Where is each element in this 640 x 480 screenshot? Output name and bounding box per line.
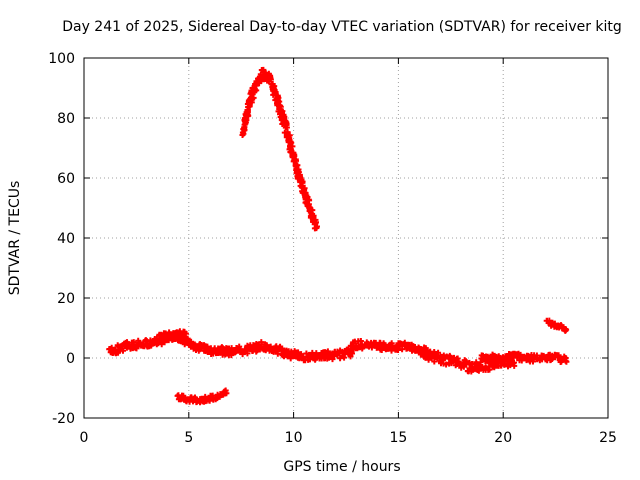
- y-tick-label: 60: [57, 171, 75, 187]
- series-arc-5: [218, 339, 355, 364]
- y-axis-label: SDTVAR / TECUs: [7, 181, 23, 296]
- x-tick-label: 0: [80, 430, 89, 446]
- y-tick-label: 0: [66, 351, 75, 367]
- series-markers: [543, 317, 570, 334]
- x-tick-label: 15: [389, 430, 407, 446]
- y-tick-label: 40: [57, 231, 75, 247]
- data-marks: [106, 66, 570, 406]
- series-arc-8: [478, 350, 570, 366]
- x-tick-label: 20: [494, 430, 512, 446]
- chart-title: Day 241 of 2025, Sidereal Day-to-day VTE…: [62, 19, 622, 35]
- series-markers: [218, 339, 355, 364]
- series-arc-4: [239, 66, 320, 232]
- y-tick-label: 80: [57, 111, 75, 127]
- x-axis-label: GPS time / hours: [283, 459, 400, 475]
- series-arc-9: [543, 317, 570, 334]
- series-arc-3: [174, 387, 230, 406]
- axis-ticks: -20 0 20 40 60 80 100 0 5 10 15 20 25: [48, 51, 617, 446]
- series-markers: [239, 66, 320, 232]
- x-tick-label: 10: [285, 430, 303, 446]
- series-markers: [174, 387, 230, 406]
- x-tick-label: 5: [184, 430, 193, 446]
- series-markers: [478, 350, 570, 366]
- y-tick-label: 100: [48, 51, 75, 67]
- y-tick-label: -20: [52, 411, 75, 427]
- y-tick-label: 20: [57, 291, 75, 307]
- x-tick-label: 25: [599, 430, 617, 446]
